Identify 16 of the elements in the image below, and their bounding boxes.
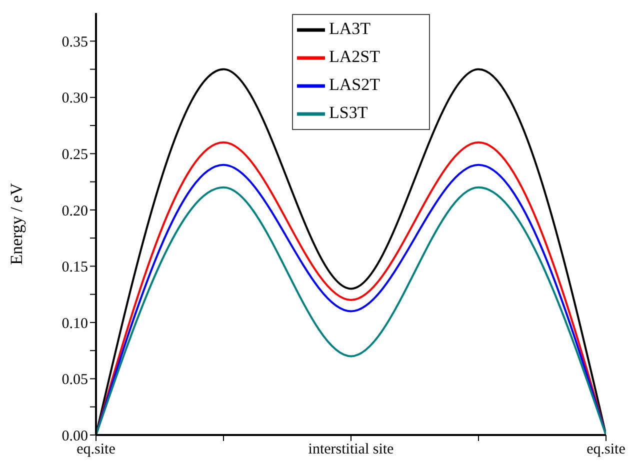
legend-label: LS3T xyxy=(329,102,368,122)
y-tick-label: 0.35 xyxy=(62,34,88,50)
y-tick-label: 0.00 xyxy=(62,428,88,444)
y-tick-label: 0.25 xyxy=(62,146,88,163)
legend-label: LA3T xyxy=(329,18,371,38)
x-tick-label: eq.site xyxy=(586,442,626,458)
y-tick-label: 0.10 xyxy=(62,316,88,332)
y-tick-label: 0.05 xyxy=(62,372,88,388)
x-tick-label: interstitial site xyxy=(308,442,394,458)
y-tick-label: 0.30 xyxy=(62,90,88,107)
x-tick-label: eq.site xyxy=(76,442,116,458)
y-axis-title: Energy / eV xyxy=(7,182,26,265)
legend-label: LA2ST xyxy=(329,46,380,66)
legend-label: LAS2T xyxy=(329,74,380,94)
y-tick-label: 0.15 xyxy=(62,260,88,276)
y-tick-label: 0.20 xyxy=(62,203,88,220)
